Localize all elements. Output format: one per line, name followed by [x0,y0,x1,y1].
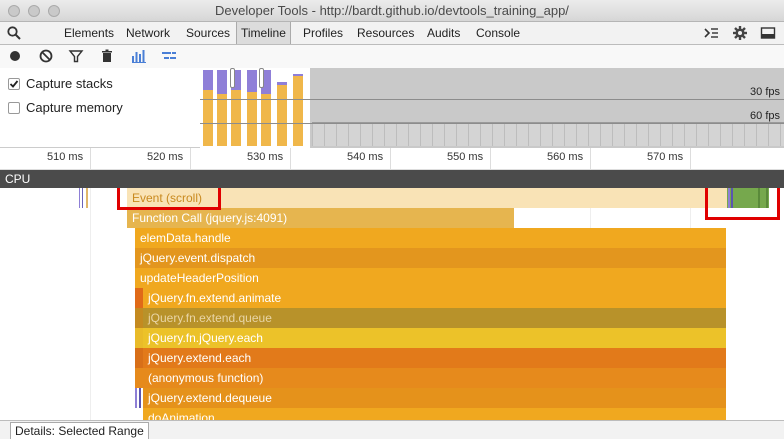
capture-stacks-label: Capture stacks [26,76,113,91]
fps-30-label: 30 fps [750,86,780,98]
tab-elements[interactable]: Elements [64,26,115,40]
capture-memory-label: Capture memory [26,100,123,115]
tick-label: 560 ms [547,151,584,163]
capture-memory-checkbox[interactable] [8,102,20,114]
capture-stacks-checkbox[interactable] [8,78,20,90]
flame-frame[interactable]: Function Call (jquery.js:4091) [127,208,514,228]
filter-icon[interactable] [68,48,84,64]
tab-audits[interactable]: Audits [427,26,461,40]
window-title: Developer Tools - http://bardt.github.io… [215,3,569,18]
timeline-toolbar [0,45,784,68]
flame-frame[interactable]: Event (scroll) [127,188,727,208]
flame-frame[interactable]: doAnimation [143,408,726,420]
gear-icon[interactable] [732,25,748,41]
time-ruler: 510 ms 520 ms 530 ms 540 ms 550 ms 560 m… [0,148,784,170]
tick-label: 510 ms [47,151,84,163]
flame-frame[interactable]: jQuery.extend.dequeue [143,388,726,408]
close-window-button[interactable] [8,5,20,17]
record-icon[interactable] [7,48,23,64]
dock-icon[interactable] [760,25,776,41]
tick-label: 550 ms [447,151,484,163]
trash-icon[interactable] [99,48,115,64]
tick-label: 520 ms [147,151,184,163]
checkmark-icon [9,80,19,88]
frames-overview[interactable]: 30 fps 60 fps [200,68,784,148]
zoom-window-button[interactable] [48,5,60,17]
flame-frame[interactable]: jQuery.fn.jQuery.each [143,328,726,348]
tab-resources[interactable]: Resources [357,26,415,40]
search-icon[interactable] [6,25,22,41]
flame-frame[interactable]: (anonymous function) [143,368,726,388]
details-icon[interactable] [161,48,177,64]
tab-console[interactable]: Console [476,26,521,40]
tick-label: 570 ms [647,151,684,163]
console-drawer-icon[interactable] [703,25,719,41]
drawer-bar: Details: Selected Range [0,420,784,439]
minimize-window-button[interactable] [28,5,40,17]
tick-label: 530 ms [247,151,284,163]
flame-frame[interactable]: elemData.handle [135,228,726,248]
tab-timeline[interactable]: Timeline [236,22,291,44]
flame-frame[interactable]: jQuery.extend.each [143,348,726,368]
tab-profiles[interactable]: Profiles [303,26,344,40]
title-bar: Developer Tools - http://bardt.github.io… [0,0,784,22]
flame-frame[interactable]: jQuery.fn.extend.queue [143,308,726,328]
tick-label: 540 ms [347,151,384,163]
flame-chart[interactable]: Event (scroll) Function Call (jquery.js:… [0,188,784,420]
cpu-track-header[interactable]: CPU [0,170,784,188]
annotation-box [117,188,221,210]
tab-sources[interactable]: Sources [186,26,231,40]
panel-tab-bar: Elements Network Sources Timeline Profil… [0,22,784,45]
flame-frame[interactable]: jQuery.fn.extend.animate [143,288,726,308]
timeline-overview: Capture stacks Capture memory 30 fps 60 … [0,68,784,148]
clear-icon[interactable] [38,48,54,64]
tab-network[interactable]: Network [126,26,171,40]
tab-details-selected-range[interactable]: Details: Selected Range [10,422,149,439]
annotation-box [705,188,780,220]
flame-chart-icon[interactable] [131,48,147,64]
flame-frame[interactable]: updateHeaderPosition [135,268,726,288]
fps-60-label: 60 fps [750,110,780,122]
flame-frame[interactable]: jQuery.event.dispatch [135,248,726,268]
